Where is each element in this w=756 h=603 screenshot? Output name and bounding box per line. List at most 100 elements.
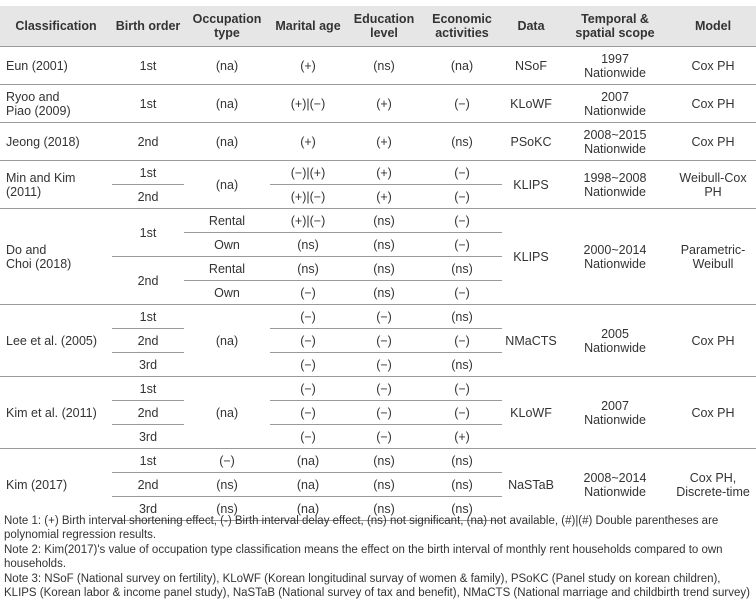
birth-order-cell: 1st [112,84,184,123]
scope-cell: 1998~2008 Nationwide [560,160,670,209]
model-cell: Cox PH [670,304,756,377]
occupation-cell: (na) [215,58,239,73]
scope-cell: 2007 Nationwide [560,84,670,123]
marital-age-cell: (−) [270,352,346,377]
data-cell: KLIPS [502,160,560,209]
scope-cell: 2008~2014 Nationwide [560,448,670,521]
education-cell: (ns) [346,208,422,233]
economic-cell: (−) [422,400,502,425]
birth-order-cell: 1st [139,58,157,73]
occupation-cell: Rental [184,208,270,233]
table-row: Ryoo and Piao (2009) 1st (na) (+)|(−) (+)… [0,84,756,123]
marital-age-cell: (−) [270,280,346,305]
data-cell: NSoF [515,58,547,73]
table-row: 3rd (ns) (na) (ns) (ns) [0,496,756,521]
education-cell: (+) [346,184,422,209]
marital-age-cell: (−) [270,376,346,401]
table-notes: Note 1: (+) Birth interval shortening ef… [4,514,754,601]
header-birth-order: Birth order [112,6,184,47]
education-cell: (ns) [346,232,422,257]
education-cell: (ns) [346,472,422,497]
table-row: Min and Kim (2011) 1st (na) (−)|(+) (+) (… [0,160,756,209]
education-cell: (+) [346,122,422,161]
birth-order-cell: 3rd [112,496,184,521]
table-row: Kim et al. (2011) 1st (na) (−) (−) (−) K… [0,376,756,449]
birth-order-cell: 2nd [112,184,184,209]
table-row: 2nd (−) (−) (−) [0,400,756,425]
header-occupation-type: Occupation type [184,6,270,47]
classification-cell: Jeong (2018) [0,122,112,161]
data-cell: NaSTaB [502,448,560,521]
education-cell: (ns) [346,448,422,473]
data-cell: KLoWF [502,376,560,449]
occupation-cell: (na) [184,376,270,449]
marital-age-cell: (−) [270,424,346,449]
marital-age-cell: (−) [270,328,346,353]
table-row: Do and Choi (2018) 1st Rental (+)|(−) (ns… [0,208,756,305]
data-cell: PSoKC [502,122,560,161]
economic-cell: (−) [422,208,502,233]
scope-cell: 2008~2015 Nationwide [560,122,670,161]
birth-order-cell: 2nd [112,328,184,353]
model-cell: Weibull-Cox PH [670,160,756,209]
birth-order-cell: 2nd [112,400,184,425]
education-cell: (ns) [346,256,422,281]
model-cell: Cox PH [670,122,756,161]
table-row: Own (−) (ns) (−) [0,280,756,305]
header-classification: Classification [0,6,112,47]
marital-age-cell: (+)|(−) [270,84,346,123]
occupation-cell: (na) [184,84,270,123]
marital-age-cell: (+)|(−) [270,208,346,233]
birth-order-cell: 1st [112,160,184,185]
classification-cell: Do and Choi (2018) [0,208,112,305]
header-marital-age: Marital age [270,6,346,47]
economic-cell: (+) [422,424,502,449]
education-cell: (+) [346,84,422,123]
economic-cell: (ns) [422,304,502,329]
economic-cell: (ns) [422,256,502,281]
marital-age-cell: (na) [270,472,346,497]
classification-cell: Kim et al. (2011) [0,376,112,449]
marital-age-cell: (ns) [270,232,346,257]
classification-cell: Lee et al. (2005) [0,304,112,377]
marital-age-cell: (−) [270,400,346,425]
economic-cell: (ns) [422,122,502,161]
education-cell: (−) [346,424,422,449]
education-cell: (ns) [346,496,422,521]
header-data: Data [502,6,560,47]
header-model: Model [670,6,756,47]
table-row: 2nd (ns) (na) (ns) (ns) [0,472,756,497]
marital-age-cell: (na) [270,496,346,521]
table-row: Eun (2001) 1st (na) (+) (ns) (na) NSoF 1… [0,47,756,85]
occupation-cell: Rental [184,256,270,281]
birth-order-cell: 1st [112,208,184,257]
occupation-cell: Own [184,280,270,305]
education-cell: (−) [346,376,422,401]
table-row: Own (ns) (ns) (−) [0,232,756,257]
marital-age-cell: (−)|(+) [270,160,346,185]
data-cell: KLoWF [502,84,560,123]
model-cell: Cox PH [670,376,756,449]
marital-age-cell: (ns) [270,256,346,281]
birth-order-cell: 1st [112,448,184,473]
data-cell: NMaCTS [502,304,560,377]
scope-cell: 2005 Nationwide [560,304,670,377]
economic-cell: (na) [450,58,474,73]
scope-cell: 2000~2014 Nationwide [560,208,670,305]
note-2: Note 2: Kim(2017)'s value of occupation … [4,544,723,570]
classification-cell: Min and Kim (2011) [0,160,112,209]
model-cell: Cox PH [670,84,756,123]
header-scope: Temporal & spatial scope [560,6,670,47]
table-row: Kim (2017) 1st (−) (na) (ns) (ns) NaSTaB… [0,448,756,521]
economic-cell: (−) [422,328,502,353]
model-cell: Parametric- Weibull [670,208,756,305]
table-row: 3rd (−) (−) (ns) [0,352,756,377]
table-row: 2nd (−) (−) (−) [0,328,756,353]
economic-cell: (−) [422,376,502,401]
occupation-cell: (na) [184,160,270,209]
header-economic-activities: Economic activities [422,6,502,47]
scope-cell: 1997 Nationwide [584,51,646,80]
birth-order-cell: 3rd [112,352,184,377]
marital-age-cell: (+) [270,122,346,161]
